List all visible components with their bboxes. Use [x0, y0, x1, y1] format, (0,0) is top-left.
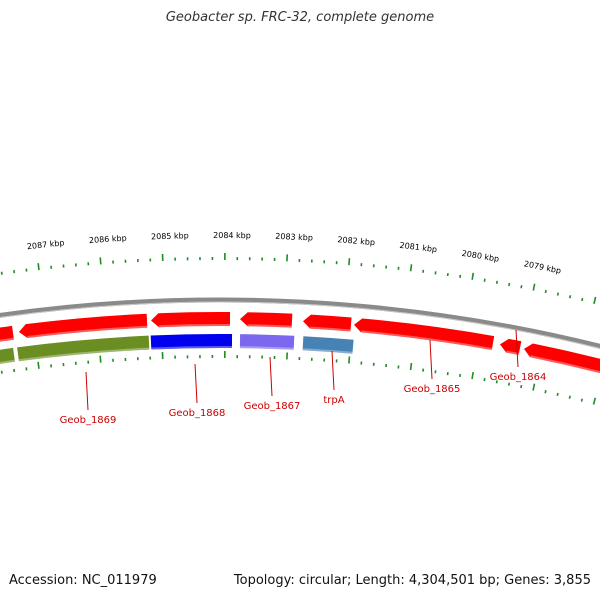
gene-label: Geob_1864 — [490, 372, 547, 383]
scale-tick-inner-minor-46 — [568, 395, 571, 399]
scale-tick-outer-major-33 — [409, 264, 413, 272]
gene-reverse-5-shade — [302, 348, 353, 354]
gene-forward-4-shade — [247, 324, 292, 328]
scale-label: 2079 kbp — [523, 259, 562, 275]
gene-forward-2-shade — [27, 325, 148, 338]
gene-forward-4 — [240, 312, 293, 328]
gene-reverse-3 — [150, 334, 233, 350]
gene-label: trpA — [323, 395, 344, 406]
scale-tick-inner-major-43 — [532, 383, 536, 391]
scale-tick-outer-minor-46 — [568, 295, 572, 299]
scale-tick-outer-major-28 — [348, 258, 351, 266]
page-title: Geobacter sp. FRC-32, complete genome — [165, 10, 435, 25]
gene-label: Geob_1867 — [244, 401, 301, 412]
scale-tick-outer-minor-45 — [556, 292, 560, 296]
gene-label-leader — [331, 350, 335, 391]
gene-forward-8-shade — [530, 355, 600, 374]
scale-tick-outer-minor-47 — [581, 297, 584, 302]
scale-tick-outer-major-43 — [532, 283, 536, 291]
scale-tick-inner-minor-41 — [507, 382, 511, 386]
gene-forward-8 — [524, 343, 600, 374]
scale-tick-inner-minor-44 — [544, 390, 547, 394]
scale-tick-inner-major-8 — [99, 355, 102, 363]
scale-labels: 2087 kbp 2086 kbp 2085 kbp 2084 kbp 2083 kbp… — [27, 231, 562, 276]
gene-forward-1-shade — [0, 337, 14, 342]
scale-tick-inner-major-48 — [592, 397, 597, 405]
scale-tick-outer-major-3 — [37, 263, 40, 271]
scale-tick-outer-minor-42 — [520, 285, 523, 289]
scale-tick-inner-minor-39 — [483, 378, 486, 382]
genome-summary-text: Topology: circular; Length: 4,304,501 bp… — [233, 573, 591, 588]
scale-tick-inner-major-3 — [37, 361, 40, 369]
gene-label-leader — [194, 363, 198, 404]
gene-forward-6 — [354, 318, 495, 350]
scale-tick-inner-major-33 — [409, 362, 413, 371]
scale-tick-outer-major-8 — [99, 257, 102, 265]
gene-reverse-4-shade — [239, 346, 294, 350]
gene-reverse-1-shade — [0, 359, 15, 364]
gene-label-leader — [269, 356, 273, 397]
accession-text: Accession: NC_011979 — [9, 573, 157, 588]
scale-label: 2085 kbp — [151, 231, 189, 241]
gene-forward-5 — [303, 314, 352, 332]
gene-label: Geob_1865 — [404, 384, 461, 395]
scale-tick-inner-major-28 — [348, 356, 351, 364]
scale-label: 2086 kbp — [89, 234, 127, 246]
scale-ticks-outer — [0, 253, 597, 304]
scale-tick-inner-minor-45 — [556, 392, 559, 397]
gene-reverse-2 — [17, 335, 150, 362]
scale-label: 2082 kbp — [337, 235, 375, 247]
scale-tick-inner-minor-42 — [520, 384, 523, 389]
gene-labels: Geob_1869 Geob_1868 Geob_1867 trpA Geob_1865… — [60, 329, 547, 426]
backbone-highlight — [0, 301, 600, 350]
gene-forward-3 — [151, 311, 231, 328]
scale-label: 2080 kbp — [461, 249, 500, 264]
scale-label: 2084 kbp — [213, 231, 251, 240]
scale-tick-inner-minor-47 — [580, 398, 583, 402]
scale-ticks-inner — [0, 351, 597, 405]
scale-tick-outer-minor-44 — [544, 289, 547, 294]
scale-tick-inner-minor-40 — [495, 380, 498, 384]
scale-label: 2083 kbp — [275, 232, 313, 243]
gene-forward-5-shade — [310, 326, 351, 332]
gene-label-leader — [515, 329, 519, 368]
backbone-line — [0, 297, 600, 350]
scale-tick-outer-major-38 — [471, 272, 475, 280]
gene-reverse-3-shade — [151, 346, 232, 350]
gene-forward-6-shade — [360, 330, 493, 350]
gene-label-leader — [429, 339, 433, 380]
gene-reverse-5 — [302, 336, 354, 354]
scale-tick-outer-minor-41 — [508, 282, 511, 287]
gene-label-leader — [85, 371, 89, 411]
gene-label: Geob_1869 — [60, 415, 117, 426]
scale-label: 2087 kbp — [27, 238, 65, 251]
gene-forward-7 — [500, 338, 522, 355]
gene-reverse-2-shade — [18, 347, 150, 362]
gene-forward-3-shade — [158, 324, 230, 328]
scale-tick-outer-major-48 — [593, 296, 597, 304]
genome-backbone — [0, 297, 600, 350]
forward-strand-genes — [0, 311, 600, 374]
scale-tick-inner-major-38 — [471, 371, 474, 380]
scale-label: 2081 kbp — [399, 241, 438, 254]
scale-tick-outer-minor-40 — [495, 280, 498, 284]
gene-forward-1 — [0, 325, 14, 342]
gene-forward-7-shade — [506, 350, 520, 355]
reverse-strand-genes — [0, 334, 354, 364]
gene-label: Geob_1868 — [169, 408, 226, 419]
gene-forward-2 — [19, 313, 148, 338]
gene-reverse-1 — [0, 347, 15, 364]
gene-reverse-4 — [239, 334, 295, 350]
